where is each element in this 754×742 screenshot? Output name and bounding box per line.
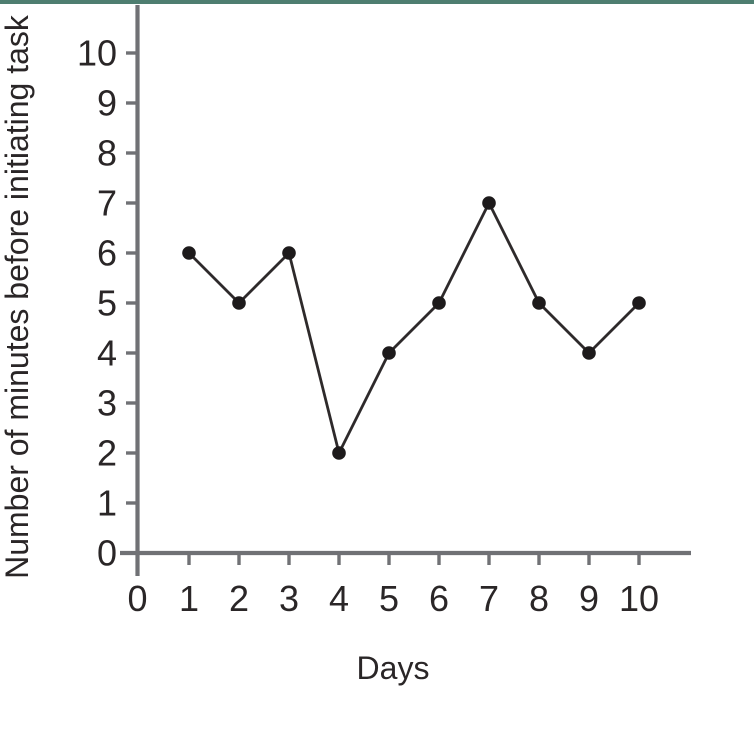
x-tick-label: 6	[429, 578, 449, 619]
data-point	[182, 246, 196, 260]
y-axis-label: Number of minutes before initiating task	[0, 14, 35, 579]
y-axis-ticks	[126, 51, 140, 505]
y-tick-label: 9	[97, 83, 117, 124]
x-tick-label: 0	[127, 578, 147, 619]
data-point	[532, 296, 546, 310]
y-tick-label: 10	[77, 33, 117, 74]
x-tick-label: 7	[479, 578, 499, 619]
x-tick-label: 3	[279, 578, 299, 619]
data-point	[382, 346, 396, 360]
x-axis-ticks	[187, 551, 641, 565]
y-tick-label: 1	[97, 483, 117, 524]
y-axis-tick-labels: 0 1 2 3 4 5 6 7 8 9 10	[77, 33, 117, 574]
y-tick-label: 4	[97, 333, 117, 374]
x-tick-label: 8	[529, 578, 549, 619]
data-point	[632, 296, 646, 310]
data-point	[482, 196, 496, 210]
x-tick-label: 1	[179, 578, 199, 619]
top-accent-bar	[0, 0, 754, 4]
y-tick-label: 7	[97, 183, 117, 224]
y-tick-label: 0	[97, 533, 117, 574]
y-tick-label: 8	[97, 133, 117, 174]
data-point	[582, 346, 596, 360]
x-tick-label: 5	[379, 578, 399, 619]
data-line	[188, 201, 640, 455]
x-tick-label: 4	[329, 578, 349, 619]
x-axis-tick-labels: 0 1 2 3 4 5 6 7 8 9 10	[127, 578, 659, 619]
y-tick-label: 3	[97, 383, 117, 424]
data-points	[182, 196, 646, 460]
x-tick-label: 9	[579, 578, 599, 619]
y-tick-label: 2	[97, 433, 117, 474]
data-point	[432, 296, 446, 310]
y-tick-label: 5	[97, 283, 117, 324]
x-tick-label: 2	[229, 578, 249, 619]
data-point	[332, 446, 346, 460]
data-point	[232, 296, 246, 310]
y-tick-label: 6	[97, 233, 117, 274]
x-axis-label: Days	[357, 650, 430, 686]
data-point	[282, 246, 296, 260]
x-tick-label: 10	[619, 578, 659, 619]
